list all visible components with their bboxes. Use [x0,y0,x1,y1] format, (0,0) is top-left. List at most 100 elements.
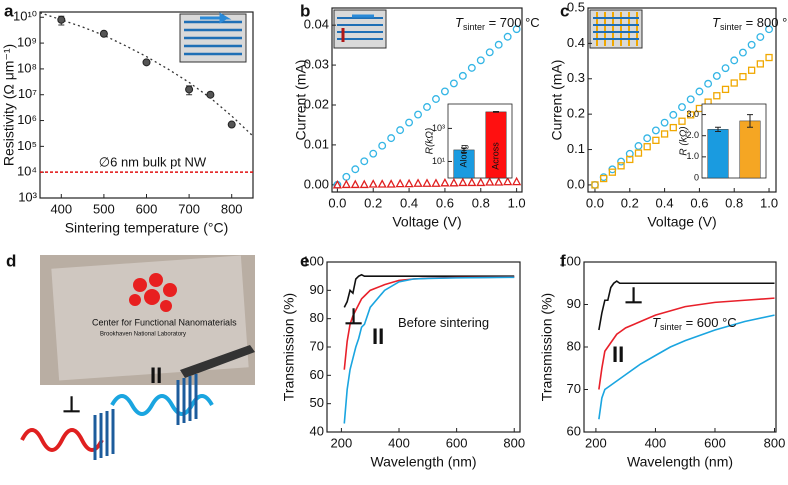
marker [413,178,423,187]
y-tick-label: 60 [310,367,324,382]
marker [695,87,704,96]
x-tick-label: 0.2 [364,195,382,210]
marker [765,25,773,34]
marker [449,79,458,88]
reference-label: ∅6 nm bulk pt NW [99,155,207,170]
x-tick-label: 1.0 [508,195,526,210]
error-bar [747,114,753,128]
marker [458,71,467,80]
marker [503,176,513,186]
marker [377,179,387,188]
marker [765,53,773,62]
photo-text: Center for Functional Nanomaterials [92,317,237,327]
logo [129,273,177,312]
data-point [227,120,236,129]
marker [476,56,485,65]
annotation-part: sinter [720,22,742,32]
y-tick-label: 0.4 [567,35,585,50]
marker [599,173,608,182]
inset-bar-label: Across [490,142,500,170]
x-axis-label: Sintering temperature (°C) [65,220,229,236]
chart-panel: a 10³ 10⁴ 10⁵ 10⁶ 10⁷ 10⁸ 10⁹ 10¹⁰ 400 500 600 700 80… [1,1,254,236]
marker [467,177,477,187]
marker [678,117,686,125]
series-label: II [612,342,624,367]
y-tick-label: 0.2 [567,106,585,121]
marker [332,179,342,189]
x-axis-label: Wavelength (nm) [370,454,476,470]
marker [423,103,431,111]
y-tick-label: 60 [567,423,581,438]
annotation: Tsinter = 700 °C [455,15,540,32]
y-tick-label: 0.04 [304,17,329,32]
marker [651,126,660,135]
error-bar [461,147,467,153]
error-bar [493,111,499,113]
marker [591,181,599,189]
y-tick-label: 10⁶ [17,112,37,127]
marker [432,95,440,103]
marker [341,179,351,189]
y-tick-label: 10⁵ [17,138,37,153]
marker [669,123,677,132]
y-tick-label: 0 [694,172,699,182]
marker [643,143,651,151]
y-tick-label: 10¹⁰ [13,9,37,24]
inset: 10¹ 10³ Along Across R(kΩ) [425,103,513,179]
marker [608,168,617,176]
wave-perpendicular [20,428,104,452]
marker [634,149,643,157]
icon-a [179,12,247,63]
y-tick-label: 0.03 [304,57,329,72]
panel-letter: a [4,1,14,20]
series-label: ⊥ [344,304,363,329]
x-axis-label: Voltage (V) [647,214,716,230]
data-point [99,29,108,38]
y-tick-label: 2.0 [686,130,699,140]
inset-bar [707,129,729,179]
y-tick-label: 10⁸ [17,60,37,75]
y-tick-label: 70 [310,338,324,353]
y-tick-label: 0.00 [304,176,329,191]
marker [686,95,695,104]
marker [387,134,396,143]
y-tick-label: 10⁹ [17,35,37,50]
data-point [57,15,66,24]
marker [351,165,360,174]
x-axis-label: Wavelength (nm) [627,454,733,470]
x-tick-label: 0.6 [690,195,708,210]
marker [386,179,396,188]
annotation: Tsinter = 800 °C [712,15,788,32]
marker [660,118,669,127]
wave-parallel [110,394,214,416]
marker [591,180,599,189]
marker [378,141,387,150]
x-tick-label: 0.8 [725,195,743,210]
annotation-part: T [712,15,721,30]
marker [458,177,468,187]
x-tick-label: 200 [331,435,353,450]
grating [93,374,198,460]
marker [512,25,521,34]
y-tick-label: 0.3 [567,70,585,85]
plot-frame [587,7,777,193]
y-tick-label: 1.0 [686,151,699,161]
x-tick-label: 400 [50,201,72,216]
marker [756,33,765,41]
marker [485,177,495,186]
data-point [142,58,151,67]
annotation-part: T [652,315,661,330]
y-tick-label: 40 [310,423,324,438]
y-tick-label: 80 [567,338,581,353]
marker [721,64,730,73]
x-tick-label: 0.2 [621,195,639,210]
marker [756,60,764,68]
x-tick-label: 400 [388,435,410,450]
panel-letter: c [560,1,569,20]
marker [350,179,360,189]
y-axis-label: Resistivity (Ω μm⁻¹) [1,44,17,166]
y-tick-label: 100 [559,253,581,268]
x-tick-label: 0.0 [328,195,346,210]
polarization-schematic: ⊥ II [20,363,214,460]
